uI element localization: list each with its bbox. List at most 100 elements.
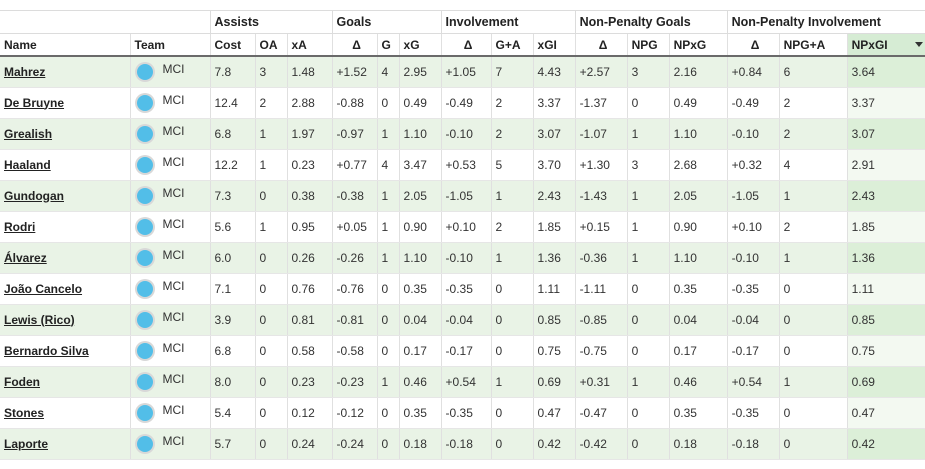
col-header-g[interactable]: G <box>376 33 400 57</box>
cell-oa: 2 <box>254 87 287 119</box>
player-name-cell: Mahrez <box>0 56 130 88</box>
cell-npxg: 1.10 <box>668 242 728 274</box>
player-name-link[interactable]: Bernardo Silva <box>4 343 89 358</box>
cell-npxgi: 0.69 <box>846 366 925 398</box>
cell-cost: 8.0 <box>209 366 255 398</box>
cell-npxgi: 2.43 <box>846 180 925 212</box>
cell-i-delta: +0.10 <box>440 211 492 243</box>
player-name-link[interactable]: Rodri <box>4 219 36 234</box>
player-name-link[interactable]: Álvarez <box>4 250 47 265</box>
player-name-link[interactable]: Mahrez <box>4 64 46 79</box>
team-name: MCI <box>162 61 185 76</box>
col-header-xg[interactable]: xG <box>398 33 442 57</box>
header-group-non-penalty-goals: Non-Penalty Goals <box>574 10 728 34</box>
cell-ga: 0 <box>490 335 534 367</box>
team-cell: MCI <box>129 428 210 460</box>
col-header-npxg[interactable]: NPxG <box>668 33 728 57</box>
cell-cost: 6.8 <box>209 335 255 367</box>
col-header-npi-delta[interactable]: Δ <box>726 33 780 57</box>
col-header-npg-delta[interactable]: Δ <box>574 33 628 57</box>
player-name-link[interactable]: João Cancelo <box>4 281 83 296</box>
team-cell: MCI <box>129 87 210 119</box>
player-name-link[interactable]: De Bruyne <box>4 95 65 110</box>
cell-ga: 0 <box>490 273 534 305</box>
cell-npg: 0 <box>626 87 670 119</box>
team-wrap: MCI <box>134 433 210 454</box>
cell-npxgi: 3.37 <box>846 87 925 119</box>
team-wrap: MCI <box>134 247 210 268</box>
col-header-team[interactable]: Team <box>129 33 210 57</box>
cell-xgi: 0.75 <box>532 335 576 367</box>
cell-xgi: 0.47 <box>532 397 576 429</box>
cell-npxgi: 0.42 <box>846 428 925 460</box>
cell-cost: 12.2 <box>209 149 255 181</box>
col-header-ga[interactable]: G+A <box>490 33 534 57</box>
cell-xg: 0.46 <box>398 366 442 398</box>
table-row: Stones MCI 5.4 0 0.12 -0.12 0 0.35 -0.35 0 0.47 -0.… <box>0 397 925 429</box>
cell-xgi: 2.43 <box>532 180 576 212</box>
player-name-link[interactable]: Haaland <box>4 157 51 172</box>
cell-xg: 0.35 <box>398 397 442 429</box>
team-name: MCI <box>162 185 185 200</box>
cell-g-delta: -0.23 <box>331 366 378 398</box>
cell-oa: 0 <box>254 242 287 274</box>
team-cell: MCI <box>129 335 210 367</box>
cell-xg: 0.17 <box>398 335 442 367</box>
cell-g-delta: -0.58 <box>331 335 378 367</box>
player-name-cell: João Cancelo <box>0 273 130 305</box>
team-badge-fill <box>136 187 153 204</box>
cell-ga: 0 <box>490 397 534 429</box>
col-header-involvement-delta[interactable]: Δ <box>440 33 492 57</box>
col-header-npg[interactable]: NPG <box>626 33 670 57</box>
cell-npxgi: 0.85 <box>846 304 925 336</box>
cell-npg: 0 <box>626 397 670 429</box>
team-name: MCI <box>162 92 185 107</box>
player-name-link[interactable]: Foden <box>4 374 40 389</box>
col-header-oa[interactable]: OA <box>254 33 287 57</box>
cell-npg: 1 <box>626 180 670 212</box>
team-wrap: MCI <box>134 61 210 82</box>
cell-g-delta: -0.88 <box>331 87 378 119</box>
col-header-xgi[interactable]: xGI <box>532 33 576 57</box>
col-header-name[interactable]: Name <box>0 33 130 57</box>
team-name: MCI <box>162 371 185 386</box>
cell-xa: 1.97 <box>286 118 333 150</box>
cell-npg: 0 <box>626 304 670 336</box>
header-group-row: Assists Goals Involvement Non-Penalty Go… <box>0 10 925 34</box>
col-header-goals-delta[interactable]: Δ <box>331 33 378 57</box>
cell-npxg: 1.10 <box>668 118 728 150</box>
cell-npga: 0 <box>778 397 848 429</box>
cell-i-delta: -1.05 <box>440 180 492 212</box>
player-name-cell: Grealish <box>0 118 130 150</box>
col-header-cost[interactable]: Cost <box>209 33 255 57</box>
cell-xa: 0.95 <box>286 211 333 243</box>
player-name-link[interactable]: Stones <box>4 405 45 420</box>
cell-xa: 0.12 <box>286 397 333 429</box>
cell-npxgi: 2.91 <box>846 149 925 181</box>
player-name-link[interactable]: Grealish <box>4 126 53 141</box>
cell-g-delta: -0.24 <box>331 428 378 460</box>
col-header-npxgi[interactable]: NPxGI <box>846 33 925 57</box>
player-name-link[interactable]: Gundogan <box>4 188 64 203</box>
team-wrap: MCI <box>134 309 210 330</box>
header-group-blank <box>0 10 210 34</box>
cell-ga: 1 <box>490 242 534 274</box>
cell-npxgi: 1.85 <box>846 211 925 243</box>
team-badge-icon <box>134 185 155 206</box>
table-body: Mahrez MCI 7.8 3 1.48 +1.52 4 2.95 +1.05 7 4.43 +2.… <box>0 56 925 460</box>
col-header-xa[interactable]: xA <box>286 33 333 57</box>
cell-npg-delta: -0.36 <box>574 242 628 274</box>
cell-npg-delta: +0.15 <box>574 211 628 243</box>
cell-xg: 0.18 <box>398 428 442 460</box>
cell-xg: 0.35 <box>398 273 442 305</box>
cell-i-delta: -0.17 <box>440 335 492 367</box>
player-name-link[interactable]: Laporte <box>4 436 49 451</box>
col-header-npga[interactable]: NPG+A <box>778 33 848 57</box>
player-name-link[interactable]: Lewis (Rico) <box>4 312 75 327</box>
cell-npi-delta: -0.35 <box>726 273 780 305</box>
cell-xgi: 0.69 <box>532 366 576 398</box>
team-badge-icon <box>134 402 155 423</box>
team-cell: MCI <box>129 211 210 243</box>
sort-desc-icon[interactable] <box>915 42 924 47</box>
cell-xg: 0.49 <box>398 87 442 119</box>
